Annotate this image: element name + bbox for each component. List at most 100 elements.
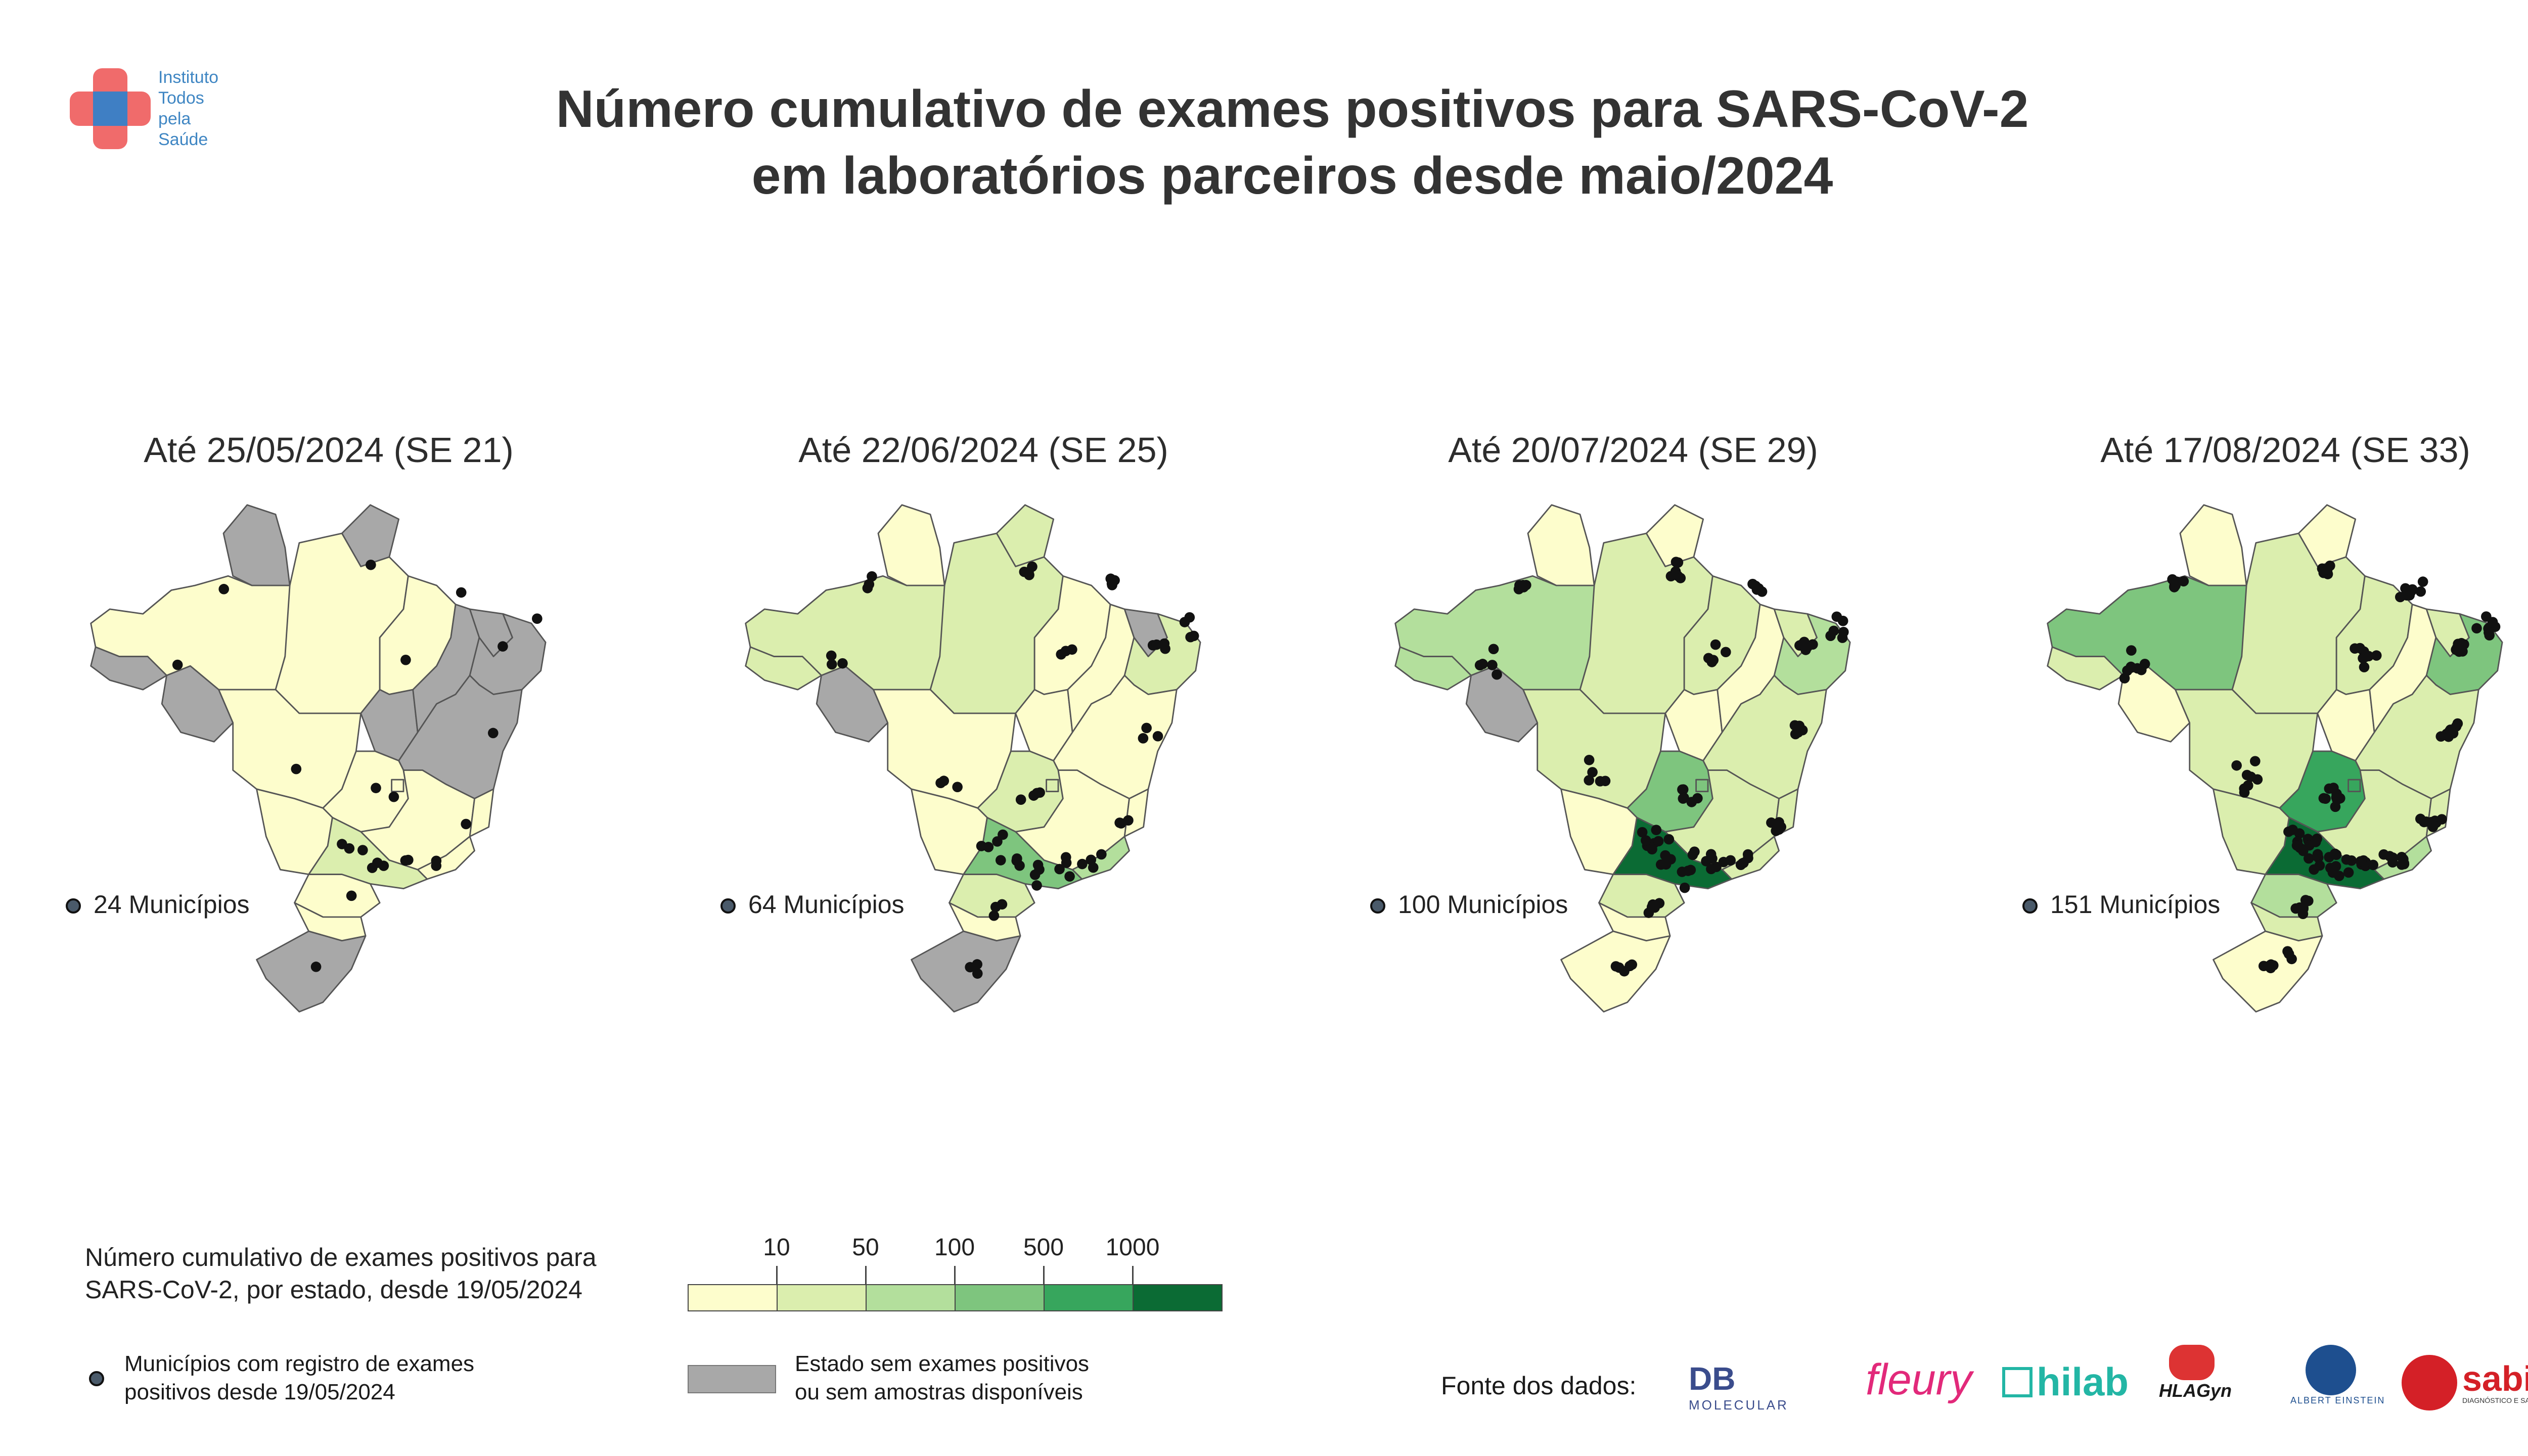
municipio-dot [1735, 859, 1746, 871]
legend-title: Número cumulativo de exames positivos pa… [85, 1241, 597, 1306]
municipio-dot [1686, 797, 1697, 807]
municipio-dot [837, 658, 848, 669]
municipio-dot [1663, 834, 1675, 845]
source-logo: fleury [1866, 1345, 1972, 1426]
municipio-dot [1742, 849, 1753, 860]
scale-tick [1132, 1266, 1134, 1285]
brazil-map [2047, 504, 2503, 1013]
municipio-dot [1837, 615, 1848, 626]
municipio-dot [1828, 625, 1839, 636]
municipio-dot [1641, 835, 1651, 846]
municipio-dot [1619, 966, 1630, 977]
municipio-dot [2459, 639, 2469, 650]
municipio-dot [2368, 859, 2378, 871]
municipio-dot [1031, 880, 1042, 891]
instituto-logo: Instituto Todos pela Saúde [70, 68, 262, 159]
municipio-dot [1138, 733, 1149, 744]
municipio-dot [1595, 776, 1606, 787]
municipio-dot [998, 829, 1008, 840]
municipio-dot [2231, 760, 2242, 771]
municipio-dot [2471, 623, 2482, 634]
state-ac [2047, 646, 2124, 691]
municipio-dot [2436, 814, 2447, 825]
municipio-dot [1800, 645, 1811, 655]
municipio-dot [2283, 948, 2294, 960]
municipio-dot [826, 659, 837, 670]
municipio-dot [344, 843, 355, 854]
scale-bin [1133, 1284, 1223, 1311]
municipio-dot [1751, 584, 1763, 595]
state-ac [90, 646, 167, 691]
municipio-dot [1678, 793, 1689, 804]
scale-tick [865, 1266, 867, 1285]
municipio-dot [456, 587, 467, 598]
municipio-dot [2359, 662, 2370, 672]
municipio-dot [1488, 644, 1499, 655]
municipio-dot [972, 968, 983, 979]
municipios-count-label: 64 Municípios [748, 890, 905, 919]
municipio-dot [1647, 844, 1657, 855]
map-panel-title: Até 25/05/2024 (SE 21) [144, 430, 514, 470]
municipio-dot [988, 910, 1000, 921]
municipio-dot [1159, 638, 1170, 649]
municipio-dot [2371, 650, 2382, 661]
municipio-dot [1584, 754, 1595, 765]
state-sp [308, 816, 428, 890]
map-panel: Até 25/05/2024 (SE 21) 24 Municípios [15, 425, 642, 1031]
state-df [1695, 779, 1709, 792]
municipio-dot [2320, 793, 2331, 804]
sabin-icon [2402, 1355, 2457, 1410]
scale-tick [954, 1266, 956, 1285]
municipio-dot [972, 959, 983, 970]
state-ac [745, 646, 822, 691]
municipio-dot [1106, 578, 1117, 589]
municipios-legend-line-2: positivos desde 19/05/2024 [124, 1380, 395, 1404]
municipio-dot [1653, 836, 1664, 847]
municipio-dot [2427, 822, 2439, 832]
municipio-dot [1077, 858, 1088, 870]
state-rs [256, 930, 367, 1013]
municipio-dot [2298, 903, 2309, 914]
municipio-dot [867, 571, 877, 582]
municipio-dot [1151, 639, 1162, 650]
scale-bin [688, 1284, 778, 1311]
source-logo: hilab [2002, 1345, 2129, 1426]
brazil-map [90, 504, 547, 1013]
municipio-dot [1646, 901, 1657, 913]
municipio-dot [371, 783, 381, 793]
municipio-dot [1031, 788, 1043, 799]
state-df [1046, 779, 1059, 792]
municipio-dot [1492, 669, 1502, 680]
municipio-dot [1793, 727, 1803, 738]
municipio-dot [172, 659, 183, 670]
source-logo: ALBERT EINSTEIN [2290, 1345, 2385, 1426]
municipio-dot [1774, 817, 1784, 828]
municipio-dot [2314, 860, 2325, 871]
municipio-dot [2294, 828, 2305, 839]
scale-tick-label: 100 [934, 1234, 975, 1261]
municipio-dot [1061, 857, 1072, 868]
brazil-map [745, 504, 1201, 1013]
scale-tick-label: 10 [763, 1234, 790, 1261]
municipio-dot [366, 559, 376, 570]
municipio-dot [1587, 767, 1598, 778]
municipio-dot [2300, 895, 2311, 905]
municipio-dot [1689, 846, 1700, 857]
municipio-dot [2136, 664, 2147, 675]
no-data-swatch [688, 1365, 776, 1393]
municipio-dot [1721, 647, 1731, 658]
municipio-dot [1114, 817, 1125, 828]
municipio-dot [1141, 722, 1152, 734]
brazil-map [1394, 504, 1851, 1013]
municipio-dot [1837, 632, 1848, 643]
municipio-dot [2355, 856, 2366, 867]
municipio-dot [2487, 617, 2498, 627]
fleury-logo-icon: fleury [1866, 1355, 1972, 1404]
map-panel-title: Até 17/08/2024 (SE 33) [2100, 430, 2470, 470]
map-panel: Até 17/08/2024 (SE 33) 151 Municípios [1972, 425, 2528, 1031]
municipio-dot-icon [2022, 898, 2038, 914]
municipio-dot [1011, 855, 1022, 866]
municipio-dot [1054, 863, 1065, 875]
logo-line: pela [158, 109, 191, 128]
state-sp [963, 816, 1083, 890]
